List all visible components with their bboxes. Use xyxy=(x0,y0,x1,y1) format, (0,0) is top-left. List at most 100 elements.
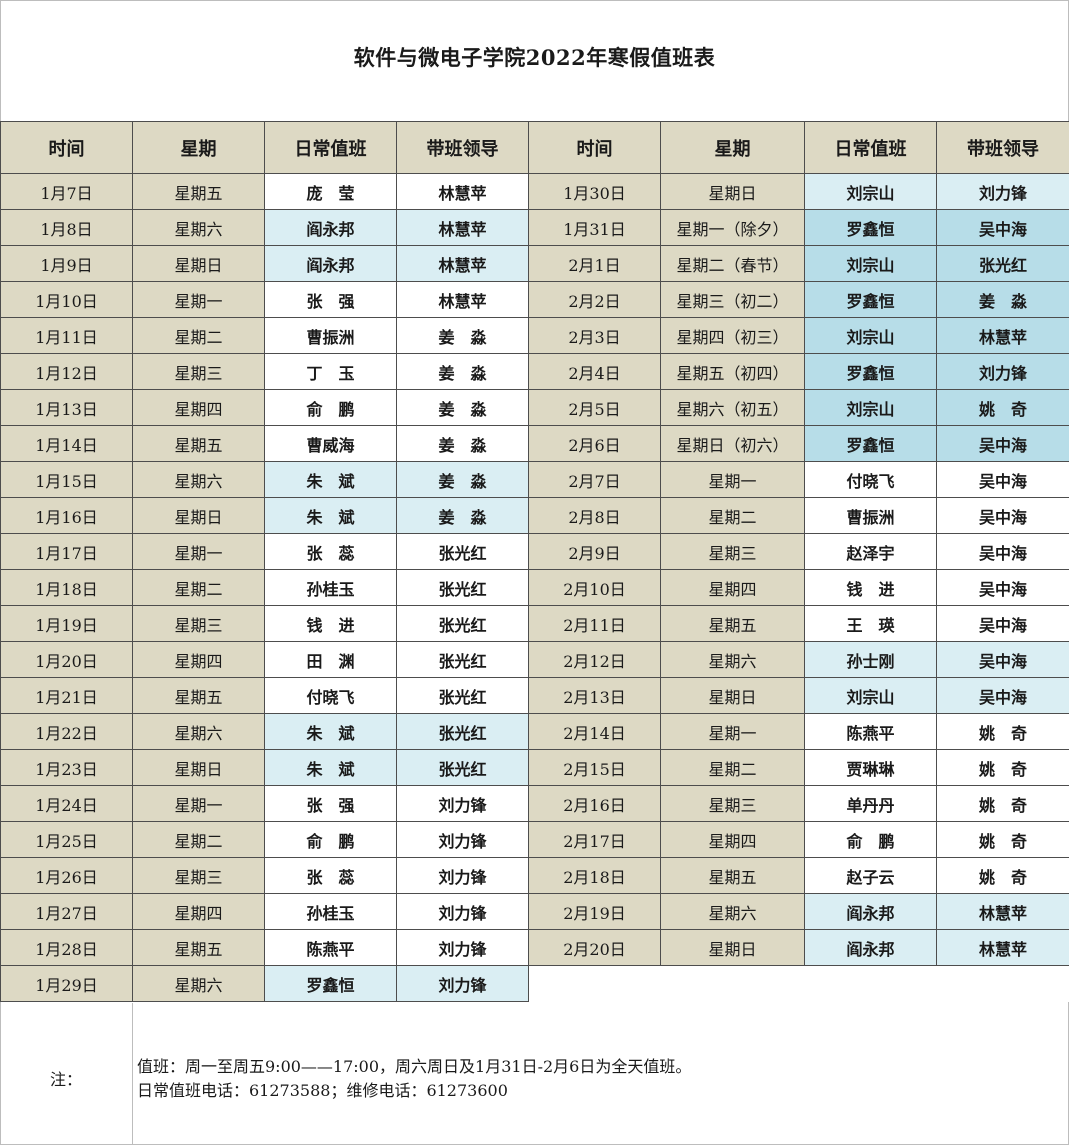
weekday-cell: 星期一 xyxy=(132,281,265,318)
duty-staff-cell: 田 渊 xyxy=(264,641,397,678)
duty-staff-cell: 贾琳琳 xyxy=(804,749,937,786)
duty-staff-cell: 付晓飞 xyxy=(804,461,937,498)
date-cell: 1月18日 xyxy=(0,569,133,606)
date-cell: 1月26日 xyxy=(0,857,133,894)
date-cell: 1月17日 xyxy=(0,533,133,570)
date-cell: 1月15日 xyxy=(0,461,133,498)
date-cell: 2月17日 xyxy=(528,821,661,858)
weekday-cell: 星期二 xyxy=(132,821,265,858)
duty-staff-cell: 张 蕊 xyxy=(264,533,397,570)
table-row: 1月20日 星期四田 渊张光红 2月12日 星期六 孙士刚 吴中海 xyxy=(0,641,1069,678)
empty-cell xyxy=(528,965,661,1002)
weekday-cell: 星期五 xyxy=(660,857,805,894)
leader-cell: 姚 奇 xyxy=(936,821,1069,858)
weekday-cell: 星期日 xyxy=(660,173,805,210)
weekday-cell: 星期二 xyxy=(132,317,265,354)
date-cell: 2月15日 xyxy=(528,749,661,786)
weekday-cell: 星期三 xyxy=(132,857,265,894)
weekday-cell: 星期六 xyxy=(132,965,265,1002)
weekday-cell: 星期三 xyxy=(132,605,265,642)
leader-cell: 张光红 xyxy=(396,677,529,714)
weekday-cell: 星期六 xyxy=(132,713,265,750)
leader-cell: 林慧苹 xyxy=(396,173,529,210)
table-row: 1月12日 星期三丁 玉姜 淼 2月4日 星期五（初四） 罗鑫恒 刘力锋 xyxy=(0,353,1069,390)
leader-cell: 刘力锋 xyxy=(396,929,529,966)
date-cell: 1月7日 xyxy=(0,173,133,210)
duty-staff-cell: 钱 进 xyxy=(804,569,937,606)
leader-cell: 林慧苹 xyxy=(936,893,1069,930)
date-cell: 1月12日 xyxy=(0,353,133,390)
weekday-cell: 星期三（初二） xyxy=(660,281,805,318)
date-cell: 1月10日 xyxy=(0,281,133,318)
date-cell: 1月13日 xyxy=(0,389,133,426)
duty-staff-cell: 罗鑫恒 xyxy=(804,425,937,462)
empty-cell xyxy=(660,965,805,1002)
weekday-cell: 星期日 xyxy=(132,749,265,786)
leader-cell: 刘力锋 xyxy=(396,821,529,858)
date-cell: 1月21日 xyxy=(0,677,133,714)
weekday-cell: 星期二 xyxy=(132,569,265,606)
duty-staff-cell: 陈燕平 xyxy=(264,929,397,966)
duty-staff-cell: 刘宗山 xyxy=(804,173,937,210)
header-weekday-right: 星期 xyxy=(660,121,805,174)
duty-staff-cell: 孙桂玉 xyxy=(264,893,397,930)
weekday-cell: 星期五（初四） xyxy=(660,353,805,390)
header-date-left: 时间 xyxy=(0,121,133,174)
weekday-cell: 星期一 xyxy=(660,461,805,498)
table-row: 1月27日 星期四 孙桂玉 刘力锋 2月19日 星期六 阎永邦 林慧苹 xyxy=(0,893,1069,930)
duty-staff-cell: 朱 斌 xyxy=(264,497,397,534)
duty-staff-cell: 赵子云 xyxy=(804,857,937,894)
notes-phone-numbers: 日常值班电话：61273588；维修电话：61273600 xyxy=(137,1081,508,1100)
weekday-cell: 星期四 xyxy=(660,821,805,858)
duty-staff-cell: 俞 鹏 xyxy=(264,821,397,858)
date-cell: 1月9日 xyxy=(0,245,133,282)
date-cell: 2月2日 xyxy=(528,281,661,318)
table-row: 1月29日 星期六 罗鑫恒 刘力锋 xyxy=(0,965,1069,1002)
date-cell: 1月31日 xyxy=(528,209,661,246)
date-cell: 2月5日 xyxy=(528,389,661,426)
duty-staff-cell: 曹振洲 xyxy=(264,317,397,354)
leader-cell: 刘力锋 xyxy=(396,965,529,1002)
weekday-cell: 星期三 xyxy=(660,785,805,822)
date-cell: 1月11日 xyxy=(0,317,133,354)
table-row: 1月7日 星期五庞 莹林慧苹 1月30日 星期日 刘宗山 刘力锋 xyxy=(0,173,1069,210)
table-row: 1月21日 星期五 付晓飞 张光红 2月13日 星期日 刘宗山 吴中海 xyxy=(0,677,1069,714)
duty-staff-cell: 孙士刚 xyxy=(804,641,937,678)
weekday-cell: 星期二 xyxy=(660,749,805,786)
notes-section: 注： 值班：周一至周五9:00——17:00，周六周日及1月31日-2月6日为全… xyxy=(0,1003,1069,1145)
date-cell: 2月11日 xyxy=(528,605,661,642)
date-cell: 1月30日 xyxy=(528,173,661,210)
date-cell: 1月29日 xyxy=(0,965,133,1002)
leader-cell: 林慧苹 xyxy=(396,209,529,246)
date-cell: 2月19日 xyxy=(528,893,661,930)
weekday-cell: 星期一（除夕） xyxy=(660,209,805,246)
leader-cell: 刘力锋 xyxy=(396,857,529,894)
weekday-cell: 星期五 xyxy=(132,929,265,966)
leader-cell: 吴中海 xyxy=(936,533,1069,570)
leader-cell: 刘力锋 xyxy=(936,173,1069,210)
duty-staff-cell: 朱 斌 xyxy=(264,713,397,750)
leader-cell: 姜 淼 xyxy=(396,353,529,390)
leader-cell: 张光红 xyxy=(396,749,529,786)
table-row: 1月26日 星期三张 蕊刘力锋 2月18日 星期五 赵子云姚 奇 xyxy=(0,857,1069,894)
leader-cell: 张光红 xyxy=(396,569,529,606)
leader-cell: 吴中海 xyxy=(936,641,1069,678)
duty-staff-cell: 罗鑫恒 xyxy=(804,209,937,246)
table-row: 1月9日 星期日 阎永邦 林慧苹 2月1日 星期二（春节） 刘宗山 张光红 xyxy=(0,245,1069,282)
date-cell: 2月18日 xyxy=(528,857,661,894)
date-cell: 2月7日 xyxy=(528,461,661,498)
date-cell: 2月9日 xyxy=(528,533,661,570)
duty-staff-cell: 陈燕平 xyxy=(804,713,937,750)
leader-cell: 吴中海 xyxy=(936,677,1069,714)
table-row: 1月28日 星期五 陈燕平 刘力锋 2月20日 星期日 阎永邦 林慧苹 xyxy=(0,929,1069,966)
header-row: 时间 星期 日常值班 带班领导 时间 星期 日常值班 带班领导 xyxy=(0,121,1069,174)
duty-schedule-table: 时间 星期 日常值班 带班领导 时间 星期 日常值班 带班领导 1月7日 星期五庞… xyxy=(0,121,1069,1002)
date-cell: 2月13日 xyxy=(528,677,661,714)
date-cell: 1月22日 xyxy=(0,713,133,750)
weekday-cell: 星期五 xyxy=(132,173,265,210)
weekday-cell: 星期一 xyxy=(132,785,265,822)
duty-staff-cell: 曹振洲 xyxy=(804,497,937,534)
duty-staff-cell: 王 瑛 xyxy=(804,605,937,642)
table-row: 1月15日 星期六朱 斌姜 淼 2月7日 星期一 付晓飞 吴中海 xyxy=(0,461,1069,498)
duty-staff-cell: 刘宗山 xyxy=(804,317,937,354)
